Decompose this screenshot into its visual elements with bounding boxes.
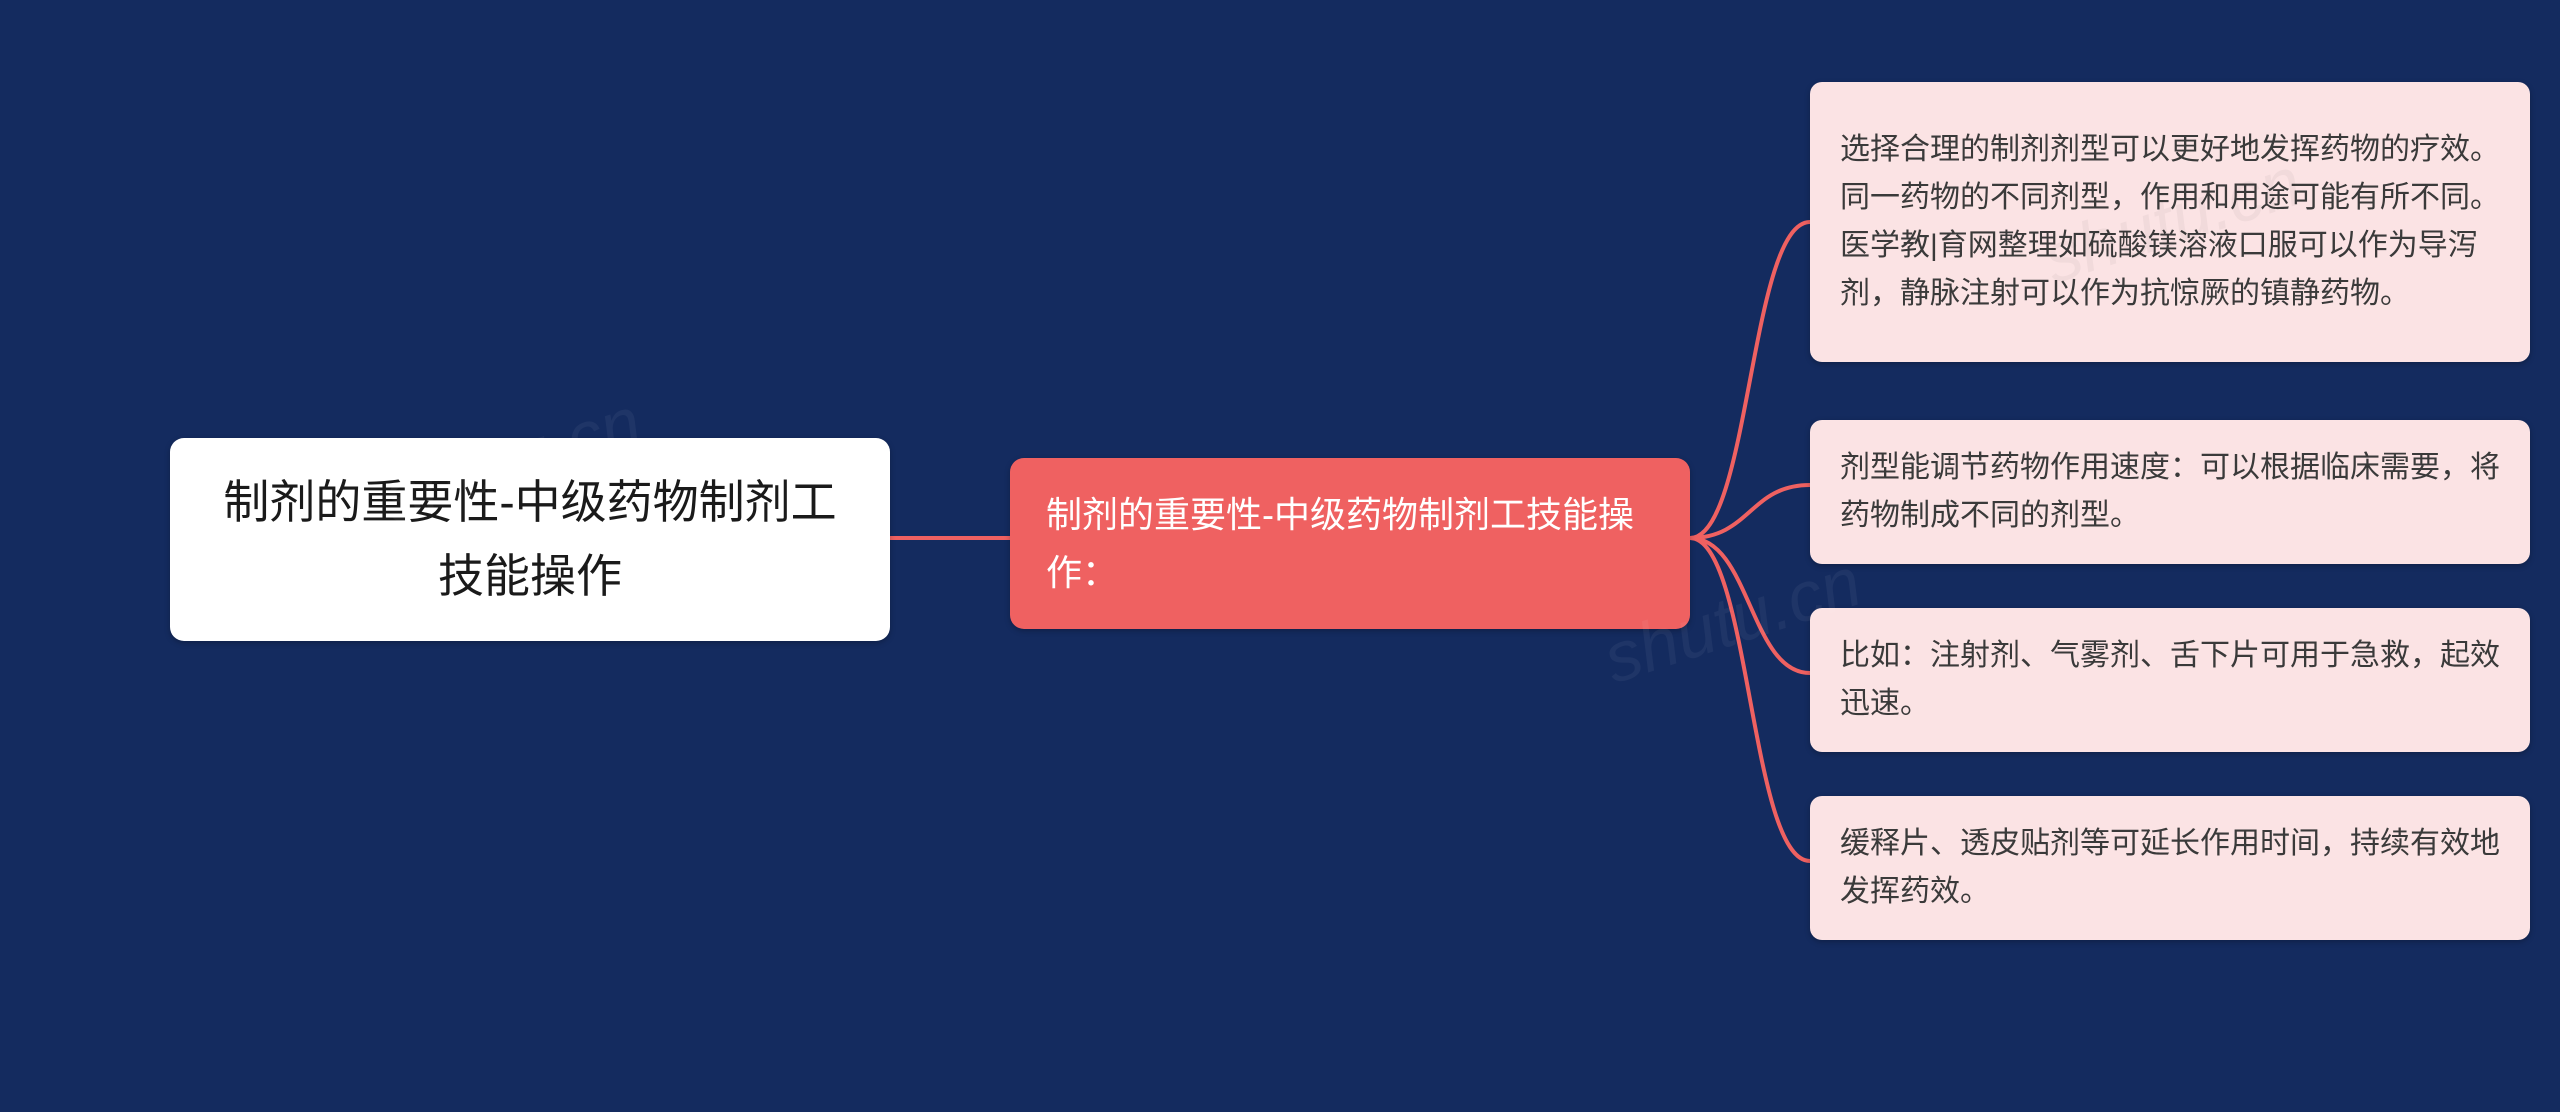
leaf-node-1[interactable]: 选择合理的制剂剂型可以更好地发挥药物的疗效。同一药物的不同剂型，作用和用途可能有…	[1810, 82, 2530, 362]
mid-node[interactable]: 制剂的重要性-中级药物制剂工技能操作：	[1010, 458, 1690, 629]
leaf-node-2[interactable]: 剂型能调节药物作用速度：可以根据临床需要，将药物制成不同的剂型。	[1810, 420, 2530, 564]
connector	[1690, 538, 1810, 673]
leaf-node-3[interactable]: 比如：注射剂、气雾剂、舌下片可用于急救，起效迅速。	[1810, 608, 2530, 752]
connector	[1690, 222, 1810, 538]
leaf-node-4[interactable]: 缓释片、透皮贴剂等可延长作用时间，持续有效地发挥药效。	[1810, 796, 2530, 940]
connector	[1690, 485, 1810, 538]
connector	[1690, 538, 1810, 861]
mindmap-canvas: 制剂的重要性-中级药物制剂工技能操作 制剂的重要性-中级药物制剂工技能操作： 选…	[0, 0, 2560, 1112]
root-node[interactable]: 制剂的重要性-中级药物制剂工技能操作	[170, 438, 890, 641]
